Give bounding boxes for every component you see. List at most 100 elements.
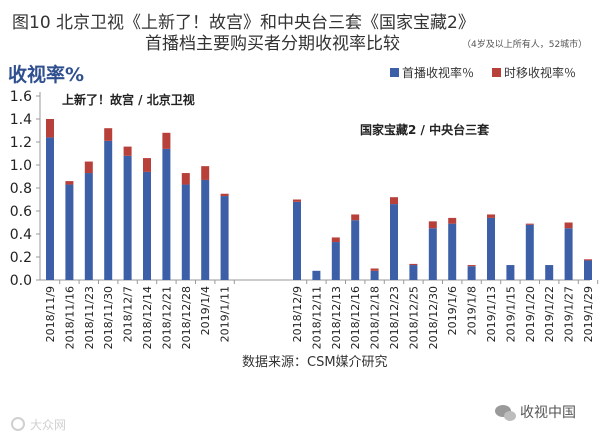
bar-first-run xyxy=(104,140,113,280)
x-tick-label: 2019/1/22 xyxy=(543,286,556,342)
x-tick-label: 2019/1/11 xyxy=(219,286,232,342)
bar-first-run xyxy=(351,220,360,280)
x-tick-label: 2019/1/20 xyxy=(524,286,537,342)
bar-timeshift xyxy=(104,128,113,141)
y-axis-label: 收视率% xyxy=(8,63,84,86)
legend-swatch-timeshift xyxy=(492,68,501,77)
bar-timeshift xyxy=(487,214,495,218)
bar-timeshift xyxy=(564,222,573,229)
x-tick-label: 2019/1/6 xyxy=(446,286,459,335)
bar-first-run xyxy=(181,184,190,280)
bar-timeshift xyxy=(448,217,457,224)
bar-timeshift xyxy=(584,259,592,261)
figure-title-line1: 图10 北京卫视《上新了！故宫》和中央台三套《国家宝藏2》 xyxy=(12,13,475,33)
x-tick-label: 2019/1/15 xyxy=(504,286,517,342)
x-tick-label: 2018/12/14 xyxy=(141,286,154,349)
x-tick-label: 2018/12/25 xyxy=(407,286,420,349)
bar-first-run xyxy=(84,173,93,280)
bar-first-run xyxy=(220,196,229,280)
bar-timeshift xyxy=(293,199,301,202)
bar-timeshift xyxy=(428,221,437,229)
bar-first-run xyxy=(564,228,573,280)
x-tick-label: 2019/1/13 xyxy=(485,286,498,342)
y-tick-label: 0.6 xyxy=(10,204,32,220)
x-tick-label: 2018/12/9 xyxy=(291,286,304,342)
wechat-icon xyxy=(495,405,516,421)
bar-first-run xyxy=(390,204,398,280)
x-tick-label: 2019/1/27 xyxy=(563,286,576,342)
bar-first-run xyxy=(506,265,515,280)
y-tick-label: 0.0 xyxy=(10,273,32,289)
bar-first-run xyxy=(293,201,301,280)
bar-timeshift xyxy=(181,173,190,185)
bar-first-run xyxy=(428,228,437,280)
bar-timeshift xyxy=(123,146,132,156)
bar-first-run xyxy=(312,270,321,280)
bar-timeshift xyxy=(351,214,360,221)
bar-timeshift xyxy=(331,237,340,243)
x-tick-label: 2018/12/13 xyxy=(330,286,343,349)
bar-first-run xyxy=(46,137,54,280)
bar-first-run xyxy=(525,224,534,280)
figure-title-note: （4岁及以上所有人，52城市） xyxy=(462,38,587,50)
legend-label-first-run: 首播收视率％ xyxy=(402,65,474,80)
x-tick-label: 2018/12/28 xyxy=(180,286,193,349)
x-tick-label: 2018/11/16 xyxy=(63,286,76,349)
bar-first-run xyxy=(123,155,132,280)
bar-first-run xyxy=(331,242,340,280)
legend: 首播收视率％ 时移收视率％ xyxy=(390,65,576,80)
bar-timeshift xyxy=(84,161,93,174)
y-tick-label: 0.4 xyxy=(10,227,32,243)
bar-first-run xyxy=(201,179,210,280)
x-tick-label: 2018/12/23 xyxy=(388,286,401,349)
bar-first-run xyxy=(65,184,74,280)
x-tick-label: 2018/11/23 xyxy=(83,286,96,349)
axes: 0.0 0.2 0.4 0.6 0.8 1.0 1.2 1.4 1.6 xyxy=(10,89,599,289)
y-tick-label: 0.8 xyxy=(10,181,32,197)
bar-timeshift xyxy=(65,181,74,185)
bar-timeshift xyxy=(409,263,418,266)
bar-first-run xyxy=(162,148,171,280)
x-tick-label: 2019/1/4 xyxy=(199,286,212,335)
bar-first-run xyxy=(467,266,476,280)
bar-first-run xyxy=(448,223,457,280)
bar-first-run xyxy=(584,260,592,280)
watermark-right: 收视中国 xyxy=(495,405,576,421)
x-tick-label: 2019/1/8 xyxy=(466,286,479,335)
x-tick-label: 2018/12/21 xyxy=(160,286,173,349)
group-label-forbidden-city: 上新了！故宫 / 北京卫视 xyxy=(62,92,195,107)
x-tick-labels: 2018/11/9 2018/11/16 2018/11/23 2018/11/30 2… xyxy=(44,286,595,349)
bar-timeshift xyxy=(525,223,534,225)
watermark-logo-icon xyxy=(11,417,25,431)
x-tick-label: 2018/12/18 xyxy=(369,286,382,349)
x-tick-label: 2018/12/16 xyxy=(349,286,362,349)
x-tick-label: 2018/12/11 xyxy=(310,286,323,349)
bar-first-run xyxy=(487,217,495,280)
bar-timeshift xyxy=(201,166,210,180)
x-tick-label: 2018/11/9 xyxy=(44,286,57,342)
bars xyxy=(46,119,592,280)
y-tick-label: 1.2 xyxy=(10,135,32,151)
bar-first-run xyxy=(370,270,379,280)
figure-title-line2: 首播档主要购买者分期收视率比较 xyxy=(145,34,400,54)
bar-timeshift xyxy=(143,158,151,172)
watermark-left: 大众网 xyxy=(11,417,66,432)
bar-first-run xyxy=(143,171,151,280)
bar-timeshift xyxy=(162,132,171,149)
y-tick-label: 1.4 xyxy=(10,112,32,128)
source-note: 数据来源：CSM媒介研究 xyxy=(242,355,388,370)
watermark-left-text: 大众网 xyxy=(30,418,66,432)
bar-timeshift xyxy=(220,193,229,197)
bar-timeshift xyxy=(370,268,379,271)
x-tick-label: 2018/12/7 xyxy=(122,286,135,342)
bar-timeshift xyxy=(467,265,476,267)
x-tick-label: 2018/12/30 xyxy=(427,286,440,349)
bar-timeshift xyxy=(390,197,398,205)
y-tick-label: 0.2 xyxy=(10,250,32,266)
y-tick-label: 1.0 xyxy=(10,158,32,174)
x-tick-label: 2019/1/29 xyxy=(582,286,595,342)
y-tick-label: 1.6 xyxy=(10,89,32,105)
bar-first-run xyxy=(545,265,554,280)
watermark-right-text: 收视中国 xyxy=(520,405,576,421)
